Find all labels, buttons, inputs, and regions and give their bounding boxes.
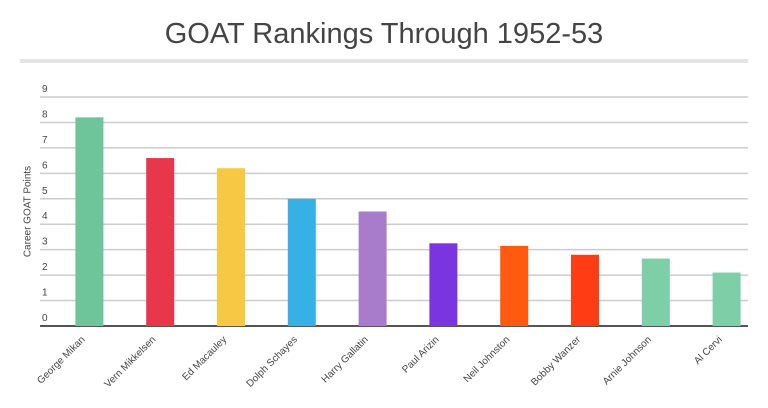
x-tick-label: Bobby Wanzer [529,334,583,388]
y-tick-label: 6 [42,160,48,171]
bar [641,258,670,326]
bar [500,245,529,326]
y-tick-label: 2 [42,262,48,273]
y-tick-label: 0 [42,313,48,324]
x-tick-label: Paul Arizin [400,334,441,375]
x-tick-label: Dolph Schayes [245,334,300,389]
x-tick-label: George Mikan [35,334,87,386]
bar [75,117,104,326]
x-tick-label: Ed Macauley [180,334,229,383]
bar [287,198,316,326]
x-tick-label: Vern Mikkelsen [103,334,159,390]
bar [712,272,741,326]
bar [217,168,245,326]
bar [571,254,599,326]
bar [146,158,175,326]
x-tick-label: Arnie Johnson [601,334,654,387]
bar [429,243,458,326]
x-tick-label: Al Cervi [692,334,725,367]
y-tick-label: 5 [42,186,48,197]
x-tick-label: Harry Gallatin [320,334,371,385]
y-tick-label: 4 [42,211,48,222]
y-tick-label: 1 [42,288,48,299]
x-tick-label: Neil Johnston [462,334,513,385]
chart-title: GOAT Rankings Through 1952-53 [164,18,604,50]
y-tick-label: 7 [42,135,48,146]
y-tick-label: 9 [42,84,48,95]
bar [358,211,387,326]
y-tick-label: 8 [42,109,48,120]
title-divider [20,59,748,63]
y-tick-label: 3 [42,237,48,248]
